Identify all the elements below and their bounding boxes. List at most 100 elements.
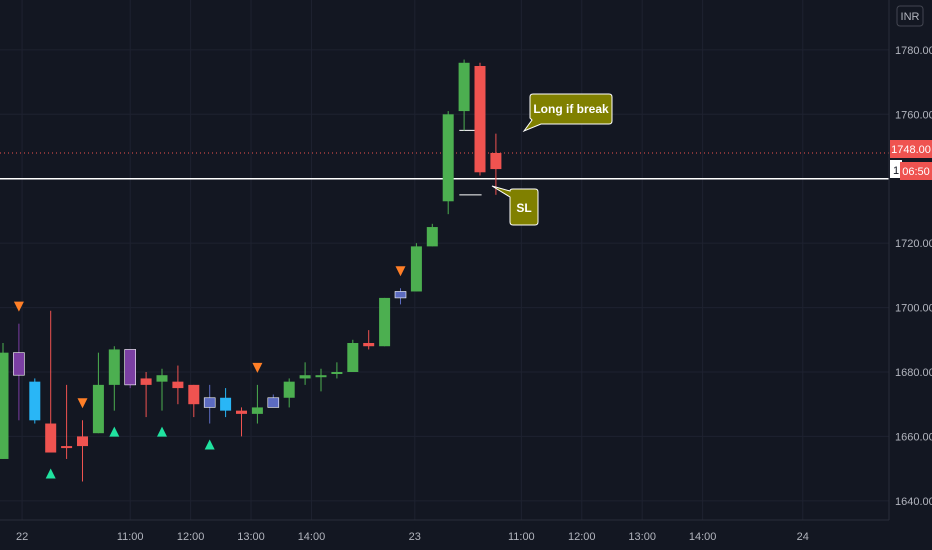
y-axis-ticks[interactable]: 1640.00 1660.00 1680.00 1700.00 1720.00 1760.… (895, 45, 932, 508)
candle-body (0, 352, 9, 459)
x-tick-label: 11:00 (508, 531, 535, 543)
candle-body (299, 375, 311, 379)
sell-signal-marker (77, 398, 88, 409)
candle (45, 310, 57, 453)
candle (379, 297, 391, 347)
buy-signal-marker (109, 426, 120, 437)
y-tick-label: 1780.00 (895, 45, 932, 57)
candle-body (458, 62, 470, 112)
x-tick-label: 12:00 (177, 531, 205, 543)
candle-body (283, 381, 295, 398)
buy-signal-marker (204, 439, 215, 450)
y-tick-label: 1760.00 (895, 109, 932, 121)
candle (267, 394, 280, 408)
grid (0, 0, 889, 520)
callout-long-text: Long if break (533, 102, 609, 116)
callout-sl: SL (491, 185, 539, 226)
buy-signal-marker (157, 426, 167, 437)
candle (108, 346, 120, 411)
countdown-text: 06:50 (902, 166, 930, 178)
candle (188, 384, 200, 418)
candle (490, 133, 502, 195)
last-price-text: 1748.00 (891, 144, 931, 156)
x-tick-label: 14:00 (689, 531, 717, 543)
candle (315, 368, 327, 392)
currency-badge[interactable]: INR (896, 5, 924, 27)
candle-body (315, 375, 327, 378)
candle (299, 362, 311, 385)
candle (172, 365, 184, 405)
candle-body (77, 436, 88, 447)
candle-body (156, 375, 168, 382)
x-tick-label: 14:00 (298, 531, 326, 543)
candle-body (363, 343, 375, 347)
candle-body (203, 397, 216, 408)
x-tick-label: 24 (797, 531, 809, 543)
sell-signal-marker (252, 362, 263, 373)
callout-sl-bubble (491, 185, 539, 226)
y-tick-label: 1680.00 (895, 367, 932, 379)
candle (331, 362, 343, 379)
candle-body (394, 291, 407, 299)
candle (394, 288, 407, 305)
candle-body (236, 410, 247, 414)
candle (347, 339, 359, 372)
sell-signal-marker (13, 301, 24, 312)
candle (251, 384, 263, 424)
y-tick-label: 1700.00 (895, 303, 932, 315)
candle-body (474, 65, 486, 173)
x-axis-ticks[interactable]: 22 11:00 12:00 13:00 14:00 23 11:00 12:00 13:00 1… (16, 531, 809, 543)
candle-body (410, 246, 422, 292)
candle (140, 371, 152, 418)
candle (61, 384, 73, 459)
callouts: Long if break SL (491, 93, 613, 226)
candle (426, 223, 438, 247)
candle (77, 420, 88, 482)
callout-long-if-break: Long if break (522, 93, 613, 133)
candle (13, 323, 25, 421)
sell-signal-marker (395, 266, 406, 277)
candle (29, 378, 41, 424)
candle-body (251, 407, 263, 414)
x-tick-label: 11:00 (117, 531, 144, 543)
candle (92, 352, 104, 434)
candle (156, 368, 168, 411)
x-tick-label: 13:00 (237, 531, 265, 543)
candle-body (29, 381, 41, 421)
candle (124, 349, 136, 389)
x-tick-label: 22 (16, 531, 28, 543)
candle-body (45, 423, 57, 453)
candle-body (140, 378, 152, 385)
x-tick-label: 23 (409, 531, 421, 543)
callout-sl-text: SL (516, 201, 531, 215)
candle (283, 378, 295, 408)
candle-body (220, 397, 232, 411)
candle (458, 59, 470, 131)
candle-body (61, 446, 73, 449)
candle (220, 388, 232, 418)
white-line-tag: 1 (890, 160, 902, 178)
x-tick-label: 12:00 (568, 531, 596, 543)
candle (363, 330, 375, 350)
candle (442, 111, 454, 215)
candle-body (379, 297, 391, 347)
candle-body (442, 114, 454, 202)
buy-signal-marker (45, 468, 56, 479)
callout-long-bubble (522, 93, 613, 133)
candle-body (108, 349, 120, 385)
candle (203, 384, 216, 424)
candle-body (124, 349, 136, 386)
candle-body (172, 381, 184, 389)
candle (474, 62, 486, 176)
candle-body (347, 343, 359, 372)
candle (236, 407, 247, 437)
currency-badge-text: INR (901, 11, 920, 23)
candles (0, 59, 502, 482)
candle (0, 343, 9, 459)
candle (410, 243, 422, 292)
candle-body (426, 227, 438, 247)
y-tick-label: 1640.00 (895, 496, 932, 508)
candle-body (188, 384, 200, 405)
